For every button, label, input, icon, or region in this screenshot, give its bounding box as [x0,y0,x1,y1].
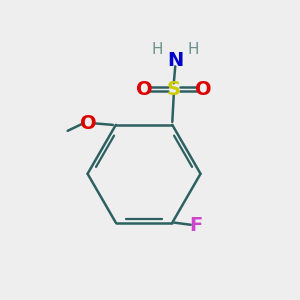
Text: N: N [167,52,183,70]
Text: F: F [189,216,203,235]
Text: H: H [152,42,163,57]
Text: O: O [136,80,152,99]
Text: S: S [167,80,181,99]
Text: H: H [187,42,199,57]
Text: O: O [195,80,212,99]
Text: O: O [80,114,97,133]
